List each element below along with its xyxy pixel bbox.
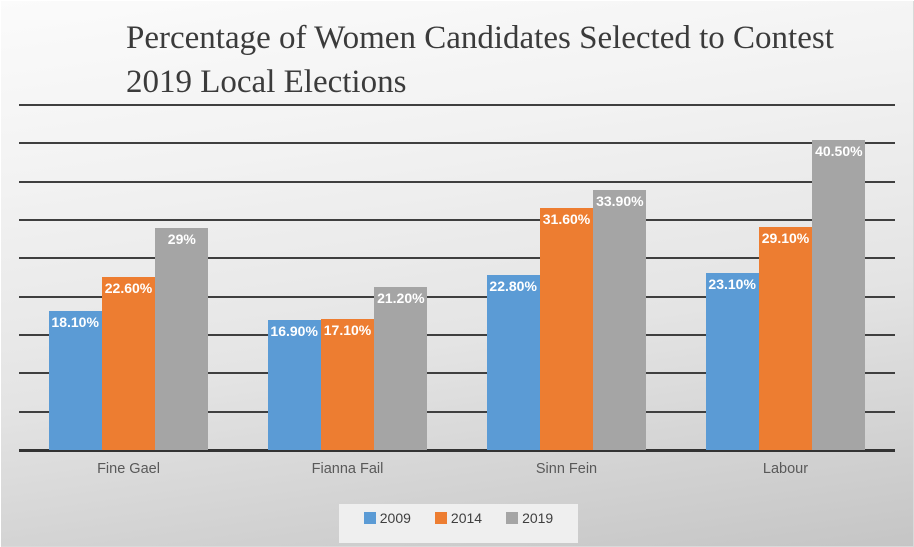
bar-2009-fine-gael: 18.10% <box>48 311 102 450</box>
bar-2009-labour: 23.10% <box>705 272 759 450</box>
gridline <box>19 372 895 375</box>
data-label: 18.10% <box>51 314 99 331</box>
bar-2019-fianna-fail: 21.20% <box>374 287 428 450</box>
bar-2009-fianna-fail: 16.90% <box>267 320 321 450</box>
category-label-sinn-fein: Sinn Fein <box>535 461 598 477</box>
data-label: 21.20% <box>377 290 425 307</box>
category-axis: Fine Gael Fianna Fail Sinn Fein Labour <box>19 461 895 477</box>
bar-2019-fine-gael: 29% <box>155 227 209 450</box>
bar-2014-fianna-fail: 17.10% <box>320 318 375 450</box>
bar-2019-sinn-fein: 33.90% <box>593 190 647 450</box>
bar-2014-fine-gael: 22.60% <box>101 276 156 450</box>
bar-2014-labour: 29.10% <box>758 226 813 450</box>
gridline <box>19 334 895 336</box>
legend-item-2019: 2019 <box>506 510 553 543</box>
bar-2014-sinn-fein: 31.60% <box>539 207 594 450</box>
gridline <box>19 142 895 145</box>
x-axis-line <box>19 449 895 452</box>
data-label: 17.10% <box>323 321 372 338</box>
chart-title: Percentage of Women Candidates Selected … <box>126 20 834 100</box>
bar-2019-labour: 40.50% <box>812 139 866 450</box>
data-label: 33.90% <box>596 193 644 210</box>
data-label: 23.10% <box>708 275 756 292</box>
legend-label: 2019 <box>522 510 554 526</box>
legend-item-2014: 2014 <box>434 510 483 543</box>
gridline <box>19 410 895 413</box>
category-label-labour: Labour <box>762 461 809 477</box>
gridline <box>19 104 895 106</box>
legend-item-2009: 2009 <box>363 510 411 543</box>
legend-swatch-2014 <box>434 512 447 524</box>
category-label-fianna-fail: Fianna Fail <box>311 461 384 477</box>
legend-swatch-2009 <box>363 512 376 524</box>
bar-2009-sinn-fein: 22.80% <box>486 275 540 450</box>
data-label: 29.10% <box>761 229 810 246</box>
legend-label: 2014 <box>450 510 483 526</box>
data-label: 16.90% <box>270 323 318 340</box>
data-label: 22.80% <box>489 278 537 295</box>
gridline <box>19 257 895 260</box>
gridline <box>19 295 895 298</box>
category-label-fine-gael: Fine Gael <box>97 461 160 477</box>
legend-label: 2009 <box>379 510 411 526</box>
plot-area: 18.10% 22.60% 29% 16.90% 17.10% 21.20% 22.80% 3… <box>19 104 895 452</box>
data-label: 31.60% <box>542 210 591 227</box>
data-label: 29% <box>167 230 196 247</box>
data-label: 22.60% <box>104 279 153 296</box>
gridline <box>19 180 895 183</box>
legend: 2009 2014 2019 <box>339 504 578 543</box>
legend-swatch-2019 <box>506 512 519 524</box>
data-label: 40.50% <box>815 142 863 159</box>
gridline <box>19 219 895 221</box>
